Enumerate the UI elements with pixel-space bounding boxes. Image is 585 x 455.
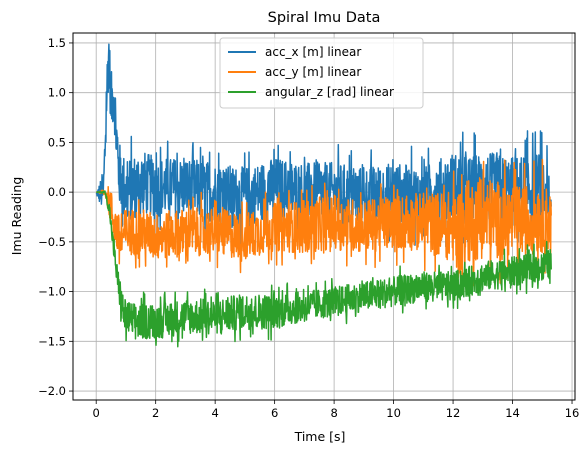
series-layer [95, 43, 552, 348]
x-tick-label: 14 [505, 406, 520, 420]
y-tick-label: −1.5 [38, 334, 66, 348]
series-line-3 [95, 190, 552, 348]
legend-box [219, 37, 424, 109]
y-axis-label: Imu Reading [9, 177, 24, 256]
legend: acc_x [m] linear acc_y [m] linear angular_… [219, 37, 424, 109]
x-tick-label: 0 [93, 406, 100, 420]
x-tick-label: 16 [565, 406, 580, 420]
y-tick-label: −2.0 [38, 384, 66, 398]
ticks: 0 2 4 6 8 10 12 14 16 −2.0 −1.5 −1.0 −0.5 0.0 0.5 1.0 1.… [38, 36, 579, 420]
y-tick-label: 1.5 [48, 36, 66, 50]
x-tick-label: 12 [446, 406, 461, 420]
y-tick-label: 0.0 [48, 185, 66, 199]
x-axis-label: Time [s] [294, 429, 346, 444]
plot-frame [72, 32, 576, 401]
chart-title: Spiral Imu Data [268, 10, 381, 26]
x-tick-label: 8 [330, 406, 337, 420]
x-tick-label: 10 [386, 406, 401, 420]
x-tick-label: 2 [152, 406, 159, 420]
y-tick-label: 1.0 [48, 86, 66, 100]
y-tick-label: −0.5 [38, 235, 66, 249]
y-tick-label: 0.5 [48, 135, 66, 149]
x-tick-label: 6 [271, 406, 278, 420]
legend-label: acc_x [m] linear [265, 45, 361, 59]
legend-label: acc_y [m] linear [265, 65, 361, 79]
x-tick-label: 4 [211, 406, 218, 420]
y-tick-label: −1.0 [38, 285, 66, 299]
legend-label: angular_z [rad] linear [265, 85, 394, 99]
